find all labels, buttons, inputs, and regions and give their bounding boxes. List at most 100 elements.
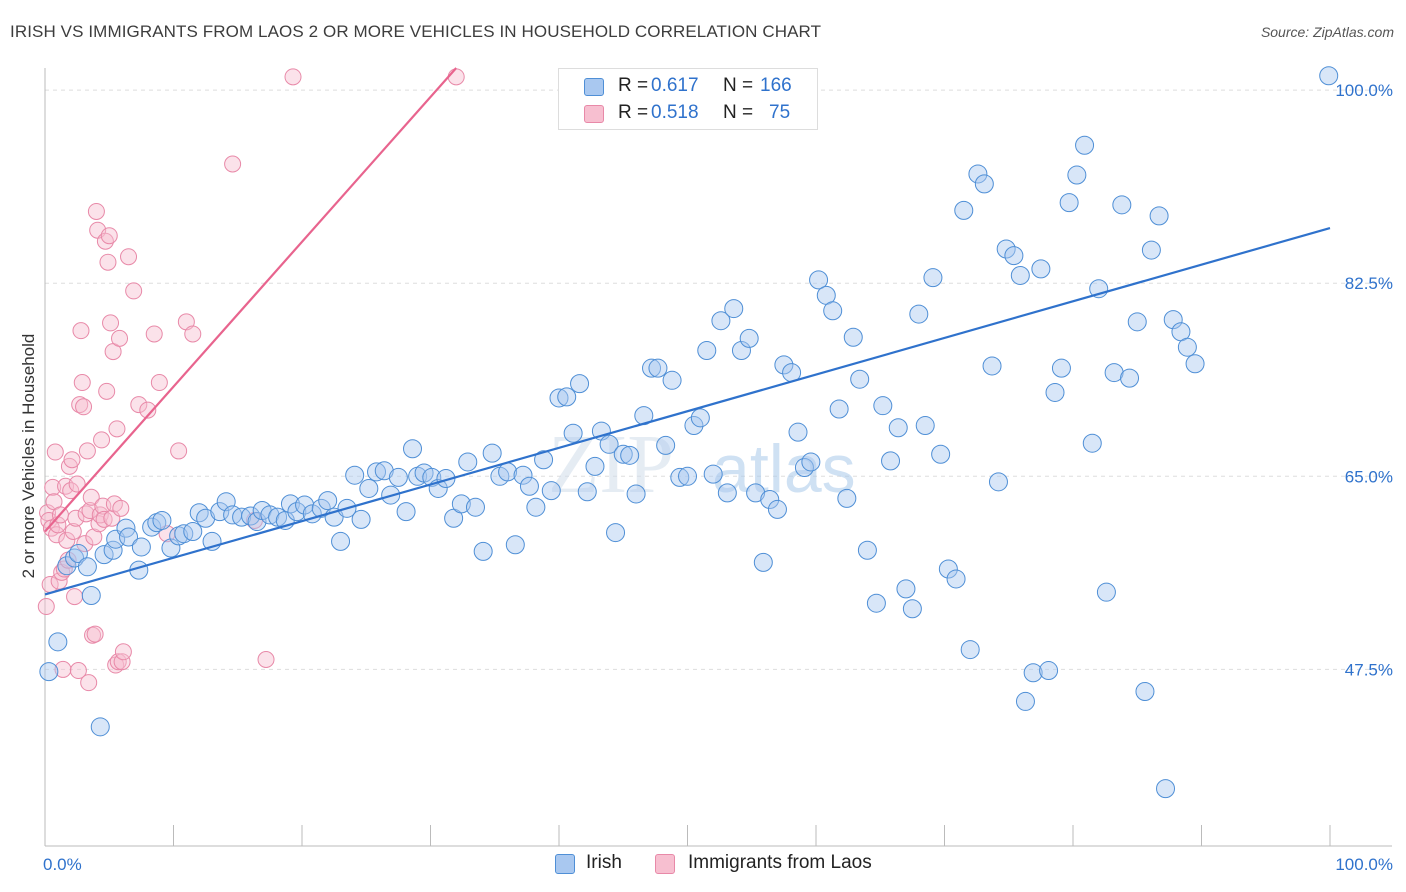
irish-point (613, 444, 633, 464)
legend: R = 0.617 N = 166 R = 0.518 N = 75 (558, 68, 818, 130)
laos-point (62, 482, 80, 500)
irish-point (642, 358, 662, 378)
irish-point (90, 717, 110, 737)
irish-point (119, 527, 139, 547)
irish-point (331, 531, 351, 551)
irish-point (505, 535, 525, 555)
grid-lines (45, 89, 1392, 670)
irish-point (896, 579, 916, 599)
irish-point (690, 408, 710, 428)
irish-point (1031, 259, 1051, 279)
irish-point (465, 497, 485, 517)
irish-point (519, 476, 539, 496)
irish-point (241, 506, 261, 526)
irish-point (1163, 310, 1183, 330)
irish-point (902, 599, 922, 619)
laos-point (66, 588, 84, 606)
irish-point (287, 502, 307, 522)
irish-point (938, 559, 958, 579)
irish-point (57, 556, 77, 576)
irish-point (534, 450, 554, 470)
irish-point (513, 465, 533, 485)
irish-point (684, 416, 704, 436)
irish-point (1075, 135, 1095, 155)
irish-point (656, 435, 676, 455)
irish-point (954, 200, 974, 220)
irish-point (482, 443, 502, 463)
irish-point (161, 538, 181, 558)
laos-point (73, 374, 91, 392)
irish-point (794, 457, 814, 477)
laos-point (447, 68, 465, 86)
laos-point (99, 253, 117, 271)
irish-point (1149, 206, 1169, 226)
irish-point (717, 483, 737, 503)
laos-point (170, 442, 188, 460)
irish-point (982, 356, 1002, 376)
irish-point (131, 537, 151, 557)
laos-point (87, 202, 105, 220)
irish-point (351, 509, 371, 529)
irish-point (739, 328, 759, 348)
irish-point (606, 523, 626, 543)
irish-point (931, 444, 951, 464)
irish-point (1067, 165, 1087, 185)
irish-point (1319, 66, 1339, 86)
irish-point (1127, 312, 1147, 332)
laos-point (112, 499, 130, 517)
irish-point (1177, 337, 1197, 357)
source-label: Source: ZipAtlas.com (1260, 24, 1394, 40)
x-tick-labels: 0.0% 100.0% (43, 855, 1393, 874)
laos-point (145, 325, 163, 343)
laos-point (111, 329, 129, 347)
legend-r-label-irish: R = (618, 75, 649, 96)
laos-point (86, 625, 104, 643)
irish-point (774, 355, 794, 375)
axes (44, 68, 1392, 847)
laos-point (284, 68, 302, 86)
legend-row-laos: R = 0.518 N = 75 (559, 101, 817, 127)
irish-point (724, 299, 744, 319)
laos-point (82, 488, 100, 506)
laos-point (130, 396, 148, 414)
irish-point (1010, 265, 1030, 285)
irish-point (388, 467, 408, 487)
irish-point (403, 439, 423, 459)
y-tick-label: 65.0% (1345, 467, 1393, 486)
laos-point (139, 401, 157, 419)
y-axis-label: 2 or more Vehicles in Household (19, 334, 38, 579)
y-tick-labels: 47.5% 65.0% 82.5% 100.0% (1335, 81, 1393, 679)
irish-point (996, 239, 1016, 259)
laos-point (109, 653, 127, 671)
irish-point (458, 452, 478, 472)
irish-point (374, 461, 394, 481)
laos-point (114, 643, 132, 661)
irish-point (946, 569, 966, 589)
irish-point (1141, 240, 1161, 260)
irish-point (196, 508, 216, 528)
laos-point (257, 651, 275, 669)
irish-point (183, 521, 203, 541)
irish-point (599, 434, 619, 454)
irish-point (746, 483, 766, 503)
laos-point (72, 322, 90, 340)
legend-n-label-irish: N = (723, 75, 754, 96)
laos-point (64, 522, 82, 540)
laos-swatch (584, 105, 604, 123)
irish-point (541, 481, 561, 501)
legend-n-label-laos: N = (723, 102, 754, 123)
irish-point (850, 369, 870, 389)
irish-point (48, 632, 68, 652)
irish-point (974, 174, 994, 194)
laos-trend-line (44, 67, 458, 533)
legend-r-value-irish: 0.617 (651, 75, 699, 96)
irish-point (1135, 682, 1155, 702)
irish-point (909, 304, 929, 324)
irish-point (711, 311, 731, 331)
irish-point (662, 370, 682, 390)
irish-point (1156, 779, 1176, 799)
irish-point (77, 557, 97, 577)
irish-point (788, 422, 808, 442)
irish-point (648, 358, 668, 378)
